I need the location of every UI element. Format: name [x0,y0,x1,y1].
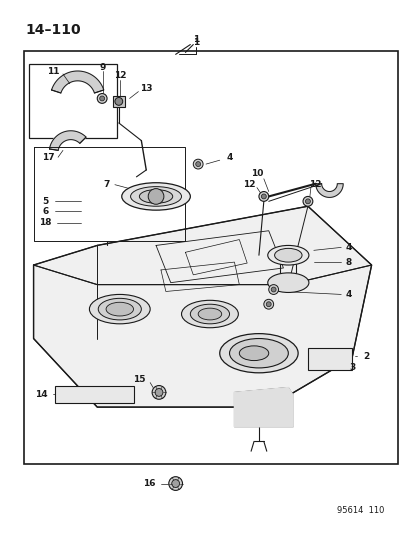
Ellipse shape [267,273,308,293]
Text: 18: 18 [39,219,52,228]
Polygon shape [315,184,342,197]
Bar [307,349,351,370]
Text: 14: 14 [35,390,47,399]
Circle shape [171,480,179,488]
Ellipse shape [229,338,287,368]
Ellipse shape [181,300,238,328]
Circle shape [258,191,268,201]
Circle shape [263,300,273,309]
Circle shape [302,197,312,206]
Bar [24,51,397,464]
Text: 3: 3 [348,364,354,373]
Ellipse shape [274,248,301,262]
Text: 1: 1 [192,38,199,47]
Polygon shape [52,71,104,93]
Polygon shape [234,387,292,427]
Circle shape [268,285,278,294]
Text: 4: 4 [226,153,232,161]
Text: 5: 5 [42,197,48,206]
Ellipse shape [121,183,190,210]
Circle shape [152,385,166,399]
Circle shape [305,199,310,204]
Text: 11: 11 [47,68,59,77]
Text: 2: 2 [363,352,369,361]
Ellipse shape [198,308,221,320]
Circle shape [193,159,203,169]
Ellipse shape [267,245,308,265]
Circle shape [148,189,164,204]
Polygon shape [50,131,86,150]
Ellipse shape [190,304,229,324]
Circle shape [100,96,104,101]
Text: 8: 8 [345,257,351,266]
Ellipse shape [89,294,150,324]
Ellipse shape [106,302,133,316]
Polygon shape [33,206,371,407]
Text: 7: 7 [104,180,110,189]
Circle shape [271,287,275,292]
Circle shape [266,302,271,306]
Bar [55,385,133,403]
Text: 6: 6 [42,207,48,216]
Text: 12: 12 [309,180,321,189]
Circle shape [155,389,162,397]
Text: 13: 13 [140,84,152,93]
Text: 4: 4 [345,243,351,252]
Text: 14–110: 14–110 [26,23,81,37]
Bar [113,95,124,107]
Text: 12: 12 [242,180,255,189]
Text: 17: 17 [42,153,55,161]
Ellipse shape [98,298,141,320]
Circle shape [195,161,200,166]
Ellipse shape [239,346,268,360]
Circle shape [97,94,107,103]
Circle shape [169,477,182,490]
Bar [28,64,116,138]
Text: 15: 15 [133,375,145,384]
Text: 9: 9 [100,62,106,71]
Ellipse shape [130,187,181,206]
Text: 1: 1 [192,35,199,44]
Ellipse shape [219,334,297,373]
Text: 4: 4 [345,290,351,299]
Circle shape [261,194,266,199]
Text: 16: 16 [142,479,155,488]
Text: 12: 12 [113,71,126,80]
Ellipse shape [139,190,172,203]
Circle shape [115,98,122,106]
Text: 10: 10 [250,169,263,179]
Text: 95614  110: 95614 110 [337,506,384,515]
